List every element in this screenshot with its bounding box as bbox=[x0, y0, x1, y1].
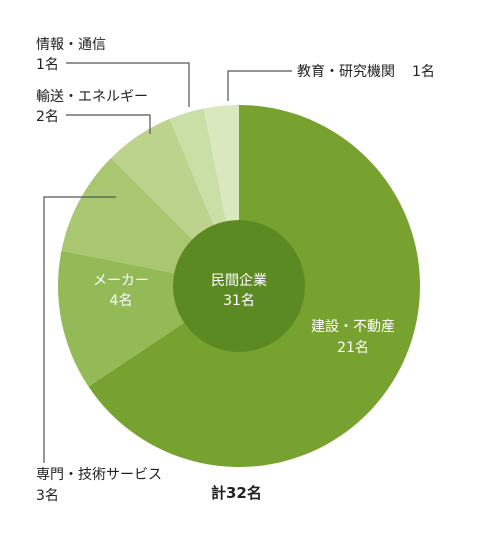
leader-info bbox=[66, 62, 190, 107]
center-circle bbox=[173, 220, 305, 352]
slice-label-education: 教育・研究機関 bbox=[297, 64, 395, 80]
slice-label-transport: 輸送・エネルギー bbox=[36, 89, 148, 105]
slice-count-construction: 21名 bbox=[337, 340, 369, 356]
slice-label-maker: メーカー bbox=[93, 273, 149, 289]
slice-count-info: 1名 bbox=[36, 57, 59, 73]
total-label: 計32名 bbox=[211, 484, 262, 502]
slice-count-education: 1名 bbox=[412, 64, 435, 80]
slice-count-professional: 3名 bbox=[36, 488, 59, 504]
slice-label-professional: 専門・技術サービス bbox=[36, 467, 162, 483]
leader-professional bbox=[43, 196, 116, 463]
slice-count-maker: 4名 bbox=[110, 293, 133, 309]
leader-lines bbox=[43, 62, 292, 463]
slice-label-construction: 建設・不動産 bbox=[311, 319, 395, 335]
slice-count-transport: 2名 bbox=[36, 109, 59, 125]
center-value: 31名 bbox=[223, 293, 255, 309]
slice-label-info: 情報・通信 bbox=[36, 37, 106, 53]
center-title: 民間企業 bbox=[211, 272, 267, 289]
leader-education bbox=[227, 70, 292, 101]
leader-transport bbox=[66, 114, 151, 134]
